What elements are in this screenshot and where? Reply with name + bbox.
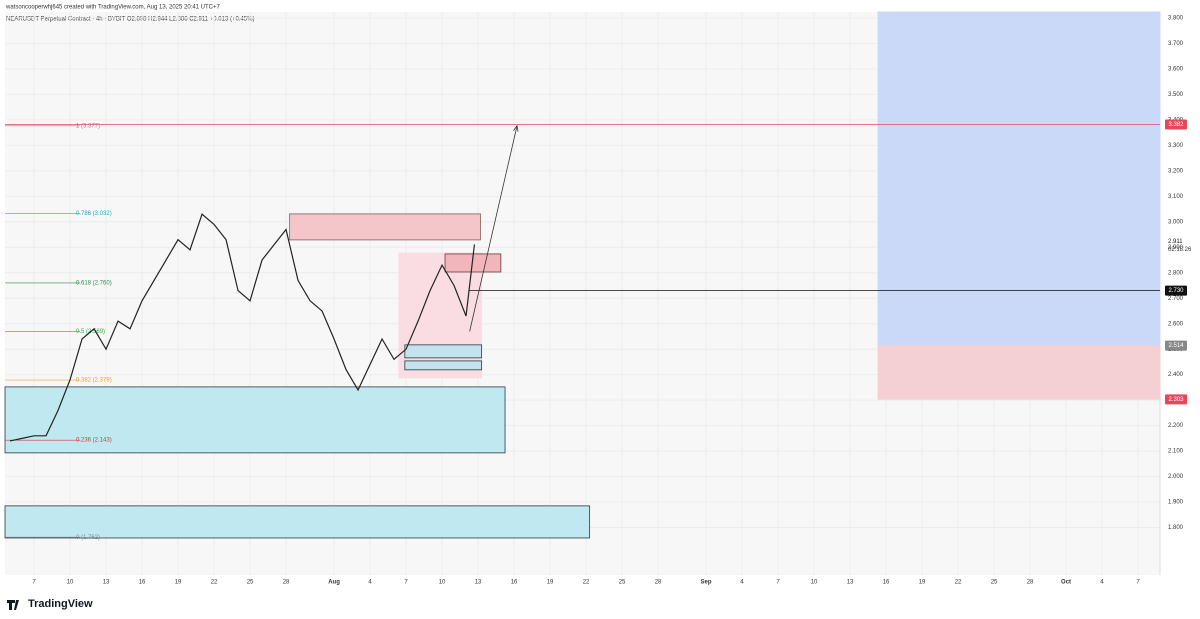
y-tick-label: 2.600 [1168, 321, 1184, 327]
fib-label: 0.382 (2.379) [76, 378, 112, 384]
author-line: watsoncooperwhj645 created with TradingV… [5, 5, 221, 11]
symbol-line: NEARUSDT Perpetual Contract · 4h · BYBIT… [6, 17, 254, 23]
x-tick-label: 10 [439, 580, 446, 586]
y-tick-label: 3.200 [1168, 168, 1184, 174]
x-tick-label: 19 [919, 580, 926, 586]
last-price: 2.911 [1168, 239, 1183, 245]
x-tick-label: 7 [404, 580, 408, 586]
x-tick-label: 10 [811, 580, 818, 586]
zone [289, 213, 481, 241]
x-tick-label: 25 [247, 580, 254, 586]
zone [877, 345, 1161, 400]
x-tick-label: 10 [67, 580, 74, 586]
price-tag-label: 2.514 [1168, 343, 1184, 349]
x-tick-label: Oct [1061, 580, 1071, 586]
price-tag-label: 3.382 [1168, 122, 1184, 128]
y-tick-label: 3.000 [1168, 219, 1184, 225]
price-tag [1165, 340, 1187, 351]
fib-label: 0.236 (2.143) [76, 438, 112, 444]
x-tick-label: 4 [740, 580, 744, 586]
x-tick-label: Sep [701, 580, 712, 586]
y-tick-label: 2.800 [1168, 270, 1184, 276]
y-tick-label: 1.900 [1168, 500, 1184, 506]
fib-label: 0.618 (2.760) [76, 281, 112, 287]
y-tick-label: 3.600 [1168, 67, 1184, 73]
zone [4, 386, 506, 454]
x-tick-label: 25 [991, 580, 998, 586]
x-tick-label: 16 [511, 580, 518, 586]
x-tick-label: 13 [847, 580, 854, 586]
y-tick-label: 2.200 [1168, 423, 1184, 429]
y-tick-label: 2.000 [1168, 474, 1184, 480]
zone [4, 505, 591, 539]
x-tick-label: 4 [1100, 580, 1104, 586]
x-tick-label: 16 [139, 580, 146, 586]
x-tick-label: 22 [211, 580, 218, 586]
x-tick-label: 7 [32, 580, 36, 586]
y-tick-label: 2.100 [1168, 449, 1184, 455]
y-tick-label: 3.700 [1168, 41, 1184, 47]
x-tick-label: 22 [583, 580, 590, 586]
arrow-head [513, 124, 519, 132]
x-tick-label: Aug [328, 580, 340, 586]
fib-label: 1 (3.377) [76, 123, 100, 129]
y-tick-label: 2.900 [1168, 245, 1184, 251]
y-tick-label: 3.500 [1168, 92, 1184, 98]
brand-logo [7, 600, 19, 610]
fib-label: 0.786 (3.032) [76, 211, 112, 217]
x-tick-label: 28 [283, 580, 290, 586]
x-tick-label: 25 [619, 580, 626, 586]
x-tick-label: 7 [1136, 580, 1140, 586]
fib-label: 0 (1.762) [76, 535, 100, 541]
y-tick-label: 3.300 [1168, 143, 1184, 149]
x-tick-label: 13 [475, 580, 482, 586]
price-tag [1165, 285, 1187, 296]
countdown: 02:18:26 [1168, 247, 1192, 253]
zone [404, 344, 483, 359]
y-tick-label: 3.800 [1168, 16, 1184, 22]
x-tick-label: 19 [547, 580, 554, 586]
x-tick-label: 16 [883, 580, 890, 586]
price-tag-label: 2.730 [1168, 288, 1184, 294]
x-tick-label: 19 [175, 580, 182, 586]
x-tick-label: 7 [776, 580, 780, 586]
x-tick-label: 22 [955, 580, 962, 586]
x-tick-label: 4 [368, 580, 372, 586]
price-tag-label: 2.303 [1168, 397, 1184, 403]
y-tick-label: 2.400 [1168, 372, 1184, 378]
zone [404, 360, 483, 371]
arrow [469, 125, 518, 332]
brand: TradingView [28, 598, 93, 610]
zone [877, 11, 1161, 347]
y-tick-label: 1.800 [1168, 525, 1184, 531]
x-tick-label: 13 [103, 580, 110, 586]
price-line-series [9, 213, 476, 442]
y-tick-label: 2.700 [1168, 296, 1184, 302]
y-tick-label: 3.100 [1168, 194, 1184, 200]
x-tick-label: 28 [655, 580, 662, 586]
price-tag [1165, 394, 1187, 405]
price-tag [1165, 119, 1187, 130]
x-tick-label: 28 [1027, 580, 1034, 586]
